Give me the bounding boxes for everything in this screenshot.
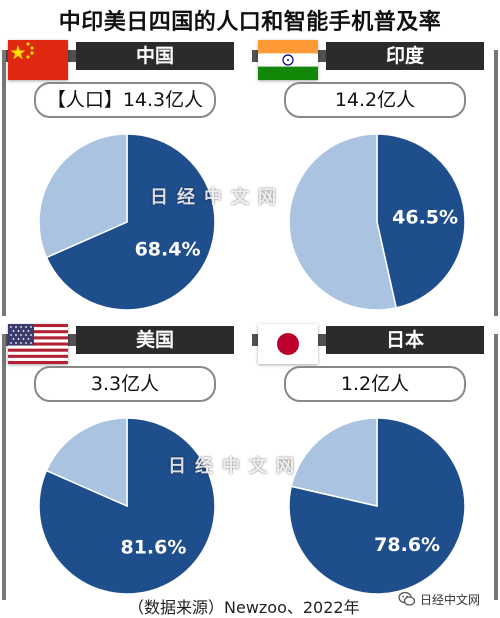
panel-usa: 美国 3.3亿人 81.6%: [2, 318, 248, 602]
pie-slice-remainder: [290, 417, 378, 507]
wechat-account: 日经中文网: [398, 590, 480, 608]
panel-china: 中国 【人口】14.3亿人 68.4%: [2, 34, 248, 318]
panel-header: 印度: [326, 42, 484, 70]
usa-flag-icon: [8, 324, 68, 364]
pie-data-label: 78.6%: [374, 534, 440, 556]
pie-chart-usa: 81.6%: [38, 417, 216, 595]
china-flag-icon: [8, 40, 68, 80]
panel-japan: 日本 1.2亿人 78.6%: [252, 318, 498, 602]
panel-india: 印度 14.2亿人 46.5%: [252, 34, 498, 318]
pie-slice-smartphone-rate: [376, 133, 466, 309]
pie-chart-japan: 78.6%: [288, 417, 466, 595]
japan-flag-icon: [258, 324, 318, 364]
watermark: 日经中文网: [150, 187, 285, 208]
population-label: 14.2亿人: [284, 82, 466, 118]
india-flag-icon: [258, 40, 318, 80]
pie-data-label: 81.6%: [120, 537, 186, 559]
pie-data-label: 46.5%: [392, 207, 458, 229]
wechat-icon: [398, 591, 416, 606]
panel-header: 中国: [76, 42, 234, 70]
pie-slice-remainder: [38, 133, 128, 259]
data-source-note: （数据来源）Newzoo、2022年: [128, 598, 360, 617]
population-label: 1.2亿人: [284, 366, 466, 402]
pie-chart-china: 68.4%: [38, 133, 216, 311]
pie-slice-remainder: [45, 417, 128, 508]
wechat-account-name: 日经中文网: [420, 592, 481, 607]
panel-border-left: [2, 50, 6, 316]
pie-slice-remainder: [288, 133, 398, 311]
panel-border-right: [494, 334, 498, 600]
population-label: 【人口】14.3亿人: [34, 82, 216, 118]
pie-slice-smartphone-rate: [45, 133, 216, 311]
panel-header: 日本: [326, 326, 484, 354]
panel-border-left: [2, 334, 6, 600]
pie-data-label: 68.4%: [135, 238, 201, 260]
population-label: 3.3亿人: [34, 366, 216, 402]
panel-header: 美国: [76, 326, 234, 354]
watermark: 日经中文网: [168, 456, 303, 477]
pie-chart-india: 46.5%: [288, 133, 466, 311]
chart-title: 中印美日四国的人口和智能手机普及率: [58, 10, 442, 35]
panel-border-right: [494, 50, 498, 316]
